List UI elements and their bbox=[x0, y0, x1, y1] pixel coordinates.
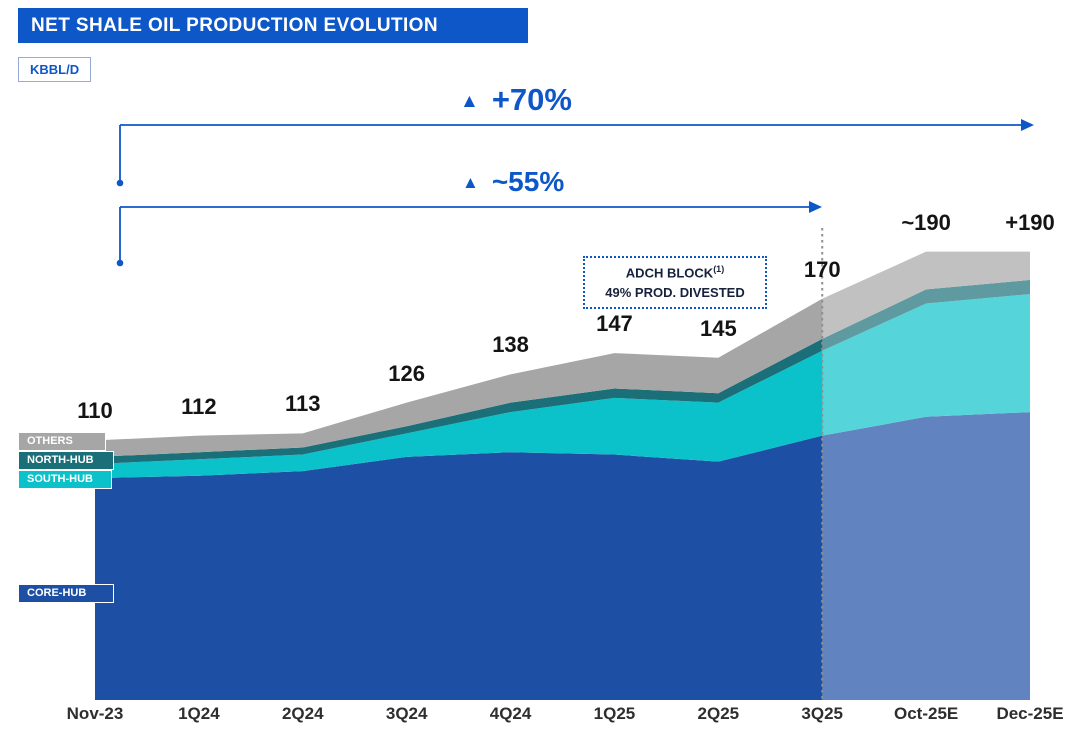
arrow-right-icon bbox=[809, 201, 822, 213]
legend-item-others: OTHERS bbox=[18, 432, 106, 451]
footnote-marker: (1) bbox=[713, 264, 725, 274]
growth-total-value: +70% bbox=[491, 82, 572, 117]
triangle-up-icon: ▲ bbox=[460, 91, 479, 112]
triangle-up-icon: ▲ bbox=[462, 173, 479, 192]
unit-label: KBBL/D bbox=[18, 57, 92, 82]
divestment-note-line1: ADCH BLOCK bbox=[625, 265, 714, 281]
divestment-note: ADCH BLOCK(1) 49% PROD. DIVESTED bbox=[583, 256, 767, 310]
legend-item-north-hub: NORTH-HUB bbox=[18, 451, 114, 470]
legend-item-south-hub: SOUTH-HUB bbox=[18, 470, 112, 489]
arrow-origin-dot bbox=[116, 179, 124, 187]
area-band-north-hub bbox=[95, 279, 1030, 464]
area-band-south-hub bbox=[95, 294, 1030, 479]
divestment-note-line2: 49% PROD. DIVESTED bbox=[605, 284, 745, 300]
forecast-shade bbox=[822, 200, 1030, 700]
area-band-others bbox=[95, 251, 1030, 457]
arrow-origin-dot bbox=[116, 259, 124, 267]
growth-annotation-total: ▲ +70% bbox=[460, 82, 572, 118]
area-band-core-hub bbox=[95, 412, 1030, 700]
page-title: NET SHALE OIL PRODUCTION EVOLUTION bbox=[18, 8, 528, 43]
arrow-right-icon bbox=[1021, 119, 1034, 131]
growth-annotation-partial: ▲ ~55% bbox=[462, 166, 564, 198]
legend-item-core-hub: CORE-HUB bbox=[18, 584, 114, 603]
growth-partial-value: ~55% bbox=[491, 166, 565, 197]
